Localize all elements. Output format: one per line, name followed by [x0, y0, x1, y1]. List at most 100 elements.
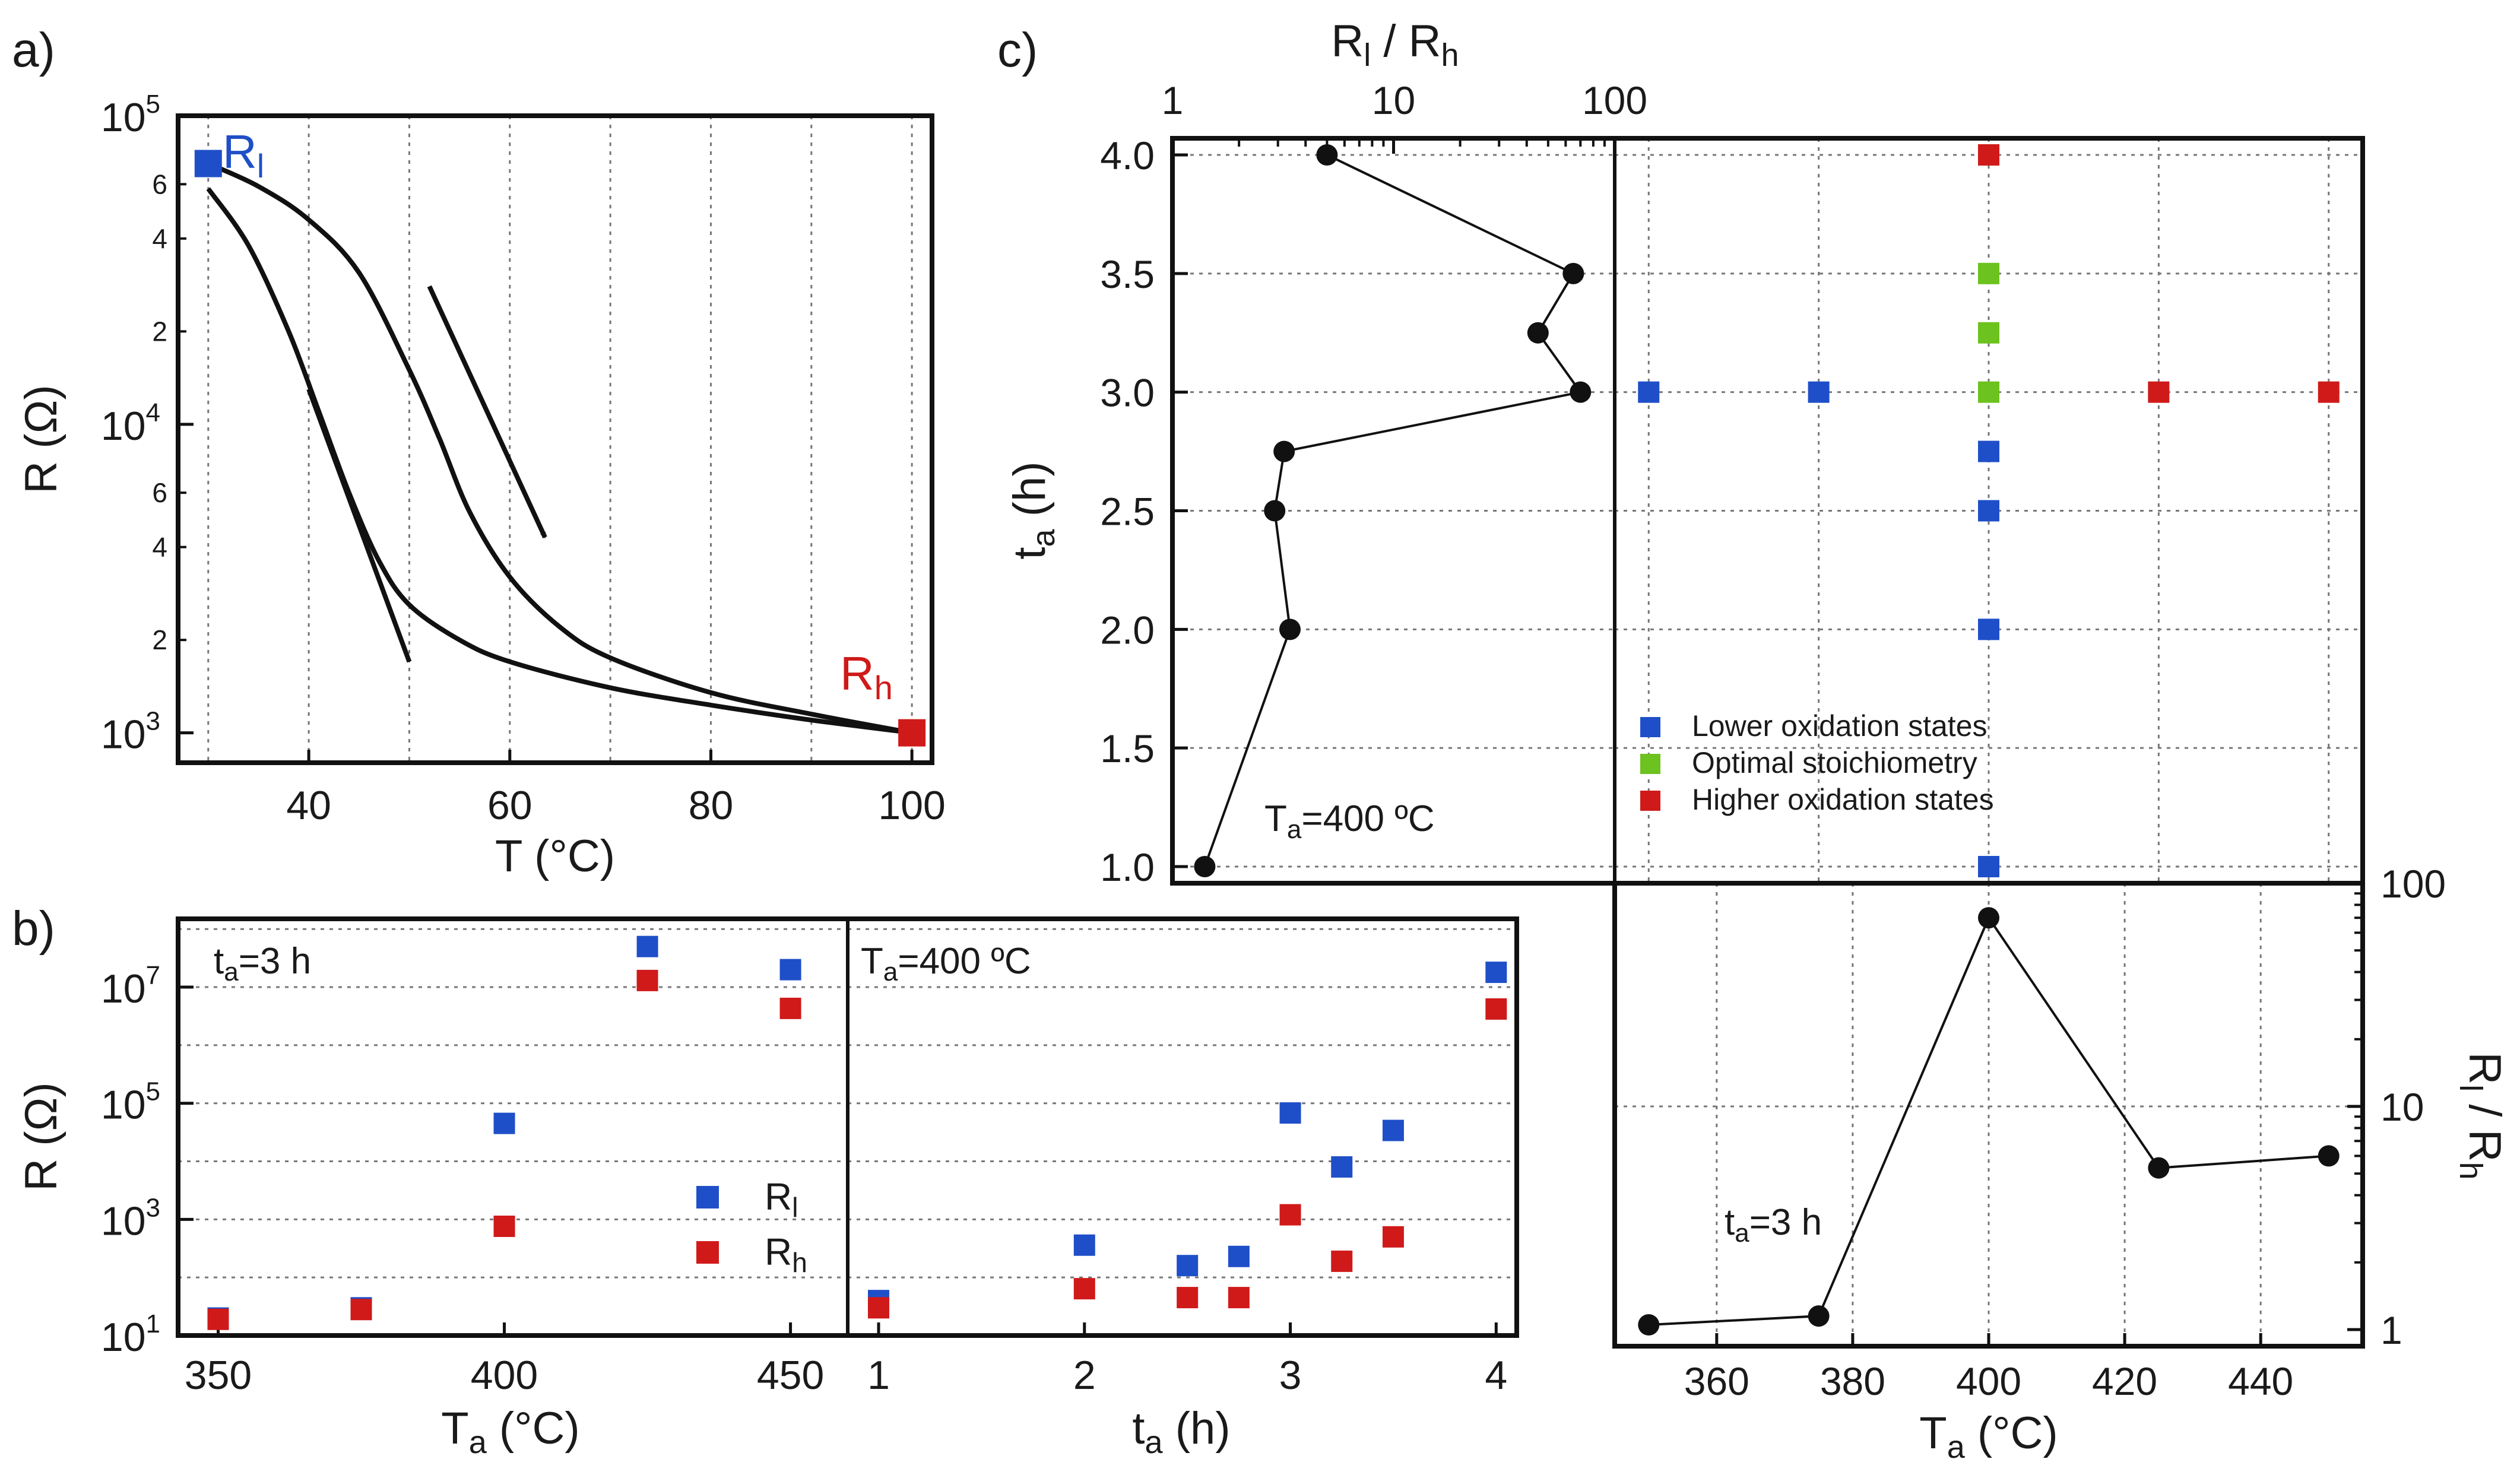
- panel-c-bottom-xtick-label: 440: [2228, 1359, 2293, 1403]
- point-green-state: [1978, 381, 1999, 403]
- marker-rh: [898, 719, 926, 747]
- panel-c-ratio-point: [1279, 618, 1301, 640]
- point-rh: [1279, 1204, 1301, 1226]
- panel-c-bottom-ytick-label: 1: [2380, 1308, 2402, 1352]
- point-rh: [1177, 1287, 1199, 1309]
- panel-c-ratio-point: [1562, 262, 1584, 284]
- point-rl: [1331, 1156, 1353, 1178]
- panel-c-ytick-label: 4.0: [1100, 134, 1155, 177]
- arrow-heating-icon: [427, 285, 547, 539]
- point-rl: [493, 1112, 515, 1134]
- panel-c-bottom-ratio-point: [2318, 1145, 2340, 1167]
- panel-a-frame: [176, 113, 934, 765]
- panel-c-bottom-ratio-point: [1808, 1305, 1830, 1327]
- panel-b-ylabel: R (Ω): [16, 1082, 66, 1191]
- point-rh: [779, 997, 801, 1019]
- panel-c-ytick-label: 1.5: [1100, 727, 1155, 770]
- panel-c-ylabel: ta (h): [1004, 461, 1061, 559]
- panel-label-b: b): [12, 902, 55, 956]
- arrow-cooling-icon: [306, 388, 412, 663]
- panel-a-ytick-minor-label: 2: [152, 316, 167, 347]
- point-rl: [1177, 1255, 1199, 1277]
- legend-label-optimal: Optimal stoichiometry: [1692, 746, 1977, 779]
- panel-c-ratio-point: [1264, 500, 1286, 522]
- panel-c-ratio-point: [1273, 440, 1295, 462]
- panel-a-ytick-label: 103: [101, 707, 160, 757]
- panel-b-right-xlabel: ta (h): [1132, 1403, 1230, 1460]
- panel-c-bottom-xtick-label: 400: [1956, 1359, 2021, 1403]
- point-blue-state: [1978, 856, 1999, 878]
- point-rh: [493, 1216, 515, 1238]
- point-rh: [868, 1297, 890, 1319]
- panel-c-ytick-label: 3.5: [1100, 252, 1155, 296]
- panel-c-bottom-frame: [1612, 881, 2365, 1349]
- panel-b-left-xtick-label: 350: [185, 1353, 252, 1398]
- panel-b-left-xtick-label: 400: [471, 1353, 538, 1398]
- point-blue-state: [1978, 618, 1999, 640]
- panel-c-bottom-xlabel: Ta (°C): [1919, 1408, 2058, 1465]
- panel-b-left-annotation: ta=3 h: [214, 941, 311, 986]
- panel-c-ytick-label: 1.0: [1100, 845, 1155, 889]
- point-red-state: [2318, 381, 2340, 403]
- panel-c-bottom-annotation: ta=3 h: [1725, 1202, 1822, 1248]
- point-green-state: [1978, 262, 1999, 284]
- panel-b-legend: Rl Rh: [696, 1175, 807, 1278]
- cooling-curve: [206, 187, 912, 735]
- panel-a-ytick-minor-label: 6: [152, 477, 167, 508]
- legend-label-rh: Rh: [765, 1230, 807, 1278]
- panel-b-right-annotation: Ta=400 ºC: [861, 941, 1031, 986]
- panel-label-c: c): [997, 23, 1038, 77]
- panel-c-bottom-ytick-label: 10: [2380, 1085, 2424, 1129]
- point-red-state: [2148, 381, 2170, 403]
- panel-c-bottom-ratio-line: [1649, 915, 2329, 1327]
- panel-a-ytick-minor-label: 6: [152, 169, 167, 199]
- legend-marker-higher-oxidation: [1640, 791, 1660, 811]
- panel-c-right-ylabel: Rl / Rh: [2453, 1052, 2510, 1179]
- point-rh: [1382, 1226, 1404, 1248]
- point-blue-state: [1638, 381, 1660, 403]
- panel-a-ytick-minor-label: 4: [152, 223, 167, 254]
- panel-c-bottom-xtick-label: 420: [2092, 1359, 2157, 1403]
- panel-c-top-xtick-label: 1: [1162, 78, 1184, 122]
- panel-c-bottom-xtick-label: 380: [1820, 1359, 1885, 1403]
- panel-a-ytick-label: 104: [101, 398, 160, 449]
- panel-c-ratio-point: [1316, 144, 1338, 166]
- point-blue-state: [1978, 440, 1999, 462]
- panel-a-xtick-label: 60: [487, 783, 532, 828]
- point-rh: [207, 1308, 229, 1330]
- point-rh: [1073, 1278, 1095, 1300]
- legend-marker-optimal: [1640, 754, 1660, 774]
- legend-label-lower-oxidation: Lower oxidation states: [1692, 709, 1988, 743]
- panel-c-ratio-line: [1203, 154, 1583, 867]
- panel-label-a: a): [12, 23, 55, 77]
- legend-label-higher-oxidation: Higher oxidation states: [1692, 783, 1994, 816]
- point-rl: [1228, 1245, 1250, 1267]
- panel-b-ytick-label: 105: [101, 1077, 160, 1128]
- point-blue-state: [1978, 500, 1999, 522]
- heating-curve: [207, 161, 912, 735]
- panel-b-left-xlabel: Ta (°C): [441, 1403, 580, 1460]
- panel-b-ytick-label: 103: [101, 1193, 160, 1244]
- marker-label-rh: Rh: [840, 647, 893, 706]
- panel-a-ylabel: R (Ω): [16, 385, 66, 493]
- panel-c-bottom-ratio-point: [1978, 907, 1999, 929]
- panel-b-right-xtick-label: 1: [867, 1353, 890, 1398]
- point-rh: [1228, 1287, 1250, 1309]
- panel-c-legend: Lower oxidation states Optimal stoichiom…: [1640, 709, 1994, 816]
- panel-c-ratio-point: [1570, 381, 1592, 403]
- panel-a-xtick-label: 80: [689, 783, 734, 828]
- panel-c-bottom-ratio-point: [1638, 1314, 1660, 1336]
- point-rl: [1279, 1102, 1301, 1124]
- panel-a-xtick-label: 40: [286, 783, 331, 828]
- panel-c-bottom-ytick-label: 100: [2380, 862, 2446, 906]
- panel-a-ytick-minor-label: 2: [152, 624, 167, 655]
- point-rh: [350, 1299, 372, 1321]
- panel-c-top-xtick-label: 100: [1582, 78, 1647, 122]
- panel-b-left-xtick-label: 450: [757, 1353, 824, 1398]
- panel-c-bottom-ratio-point: [2148, 1157, 2170, 1179]
- point-rl: [779, 959, 801, 981]
- panel-a-ytick-label: 105: [101, 90, 160, 140]
